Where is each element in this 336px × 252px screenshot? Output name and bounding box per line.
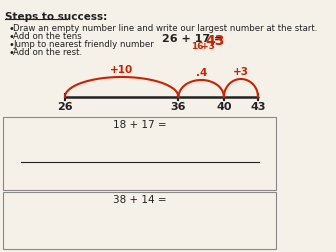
Text: Add on the tens: Add on the tens xyxy=(13,32,82,41)
Bar xyxy=(3,117,276,190)
Text: 16: 16 xyxy=(191,42,203,51)
Text: +3: +3 xyxy=(233,67,249,77)
Text: 43: 43 xyxy=(206,34,225,48)
Text: 18 + 17 =: 18 + 17 = xyxy=(113,120,167,130)
Text: 26 + 17 =: 26 + 17 = xyxy=(162,34,223,44)
Text: 26: 26 xyxy=(57,102,73,112)
Text: Add on the rest.: Add on the rest. xyxy=(13,48,82,57)
Text: •: • xyxy=(8,24,14,34)
Text: •: • xyxy=(8,40,14,50)
Text: Steps to success:: Steps to success: xyxy=(5,12,107,22)
Text: +3: +3 xyxy=(201,42,215,51)
Text: 36: 36 xyxy=(171,102,186,112)
Text: 40: 40 xyxy=(216,102,232,112)
Text: Jump to nearest friendly number: Jump to nearest friendly number xyxy=(13,40,154,49)
Text: 38 + 14 =: 38 + 14 = xyxy=(113,195,167,205)
Text: •: • xyxy=(8,48,14,58)
Bar xyxy=(3,192,276,249)
Text: Draw an empty number line and write our largest number at the start.: Draw an empty number line and write our … xyxy=(13,24,318,33)
Text: .4: .4 xyxy=(196,68,207,78)
Text: +10: +10 xyxy=(110,65,133,75)
Text: 43: 43 xyxy=(250,102,266,112)
Text: •: • xyxy=(8,32,14,42)
